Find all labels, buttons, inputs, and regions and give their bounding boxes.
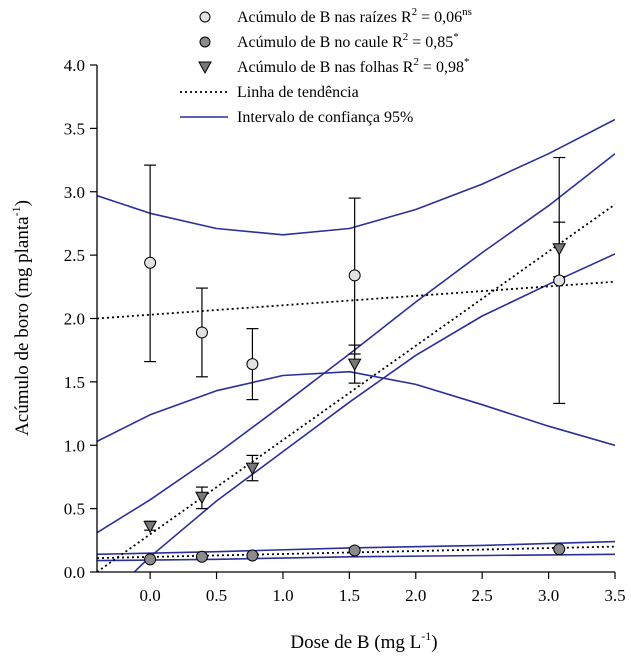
confidence-band-1 — [97, 370, 615, 447]
trend-line-0 — [97, 280, 615, 320]
legend-marker-1 — [199, 36, 211, 48]
data-point-s0-1 — [195, 326, 208, 339]
legend: Acúmulo de B nas raízes R2 = 0,06ns Acúmu… — [180, 6, 472, 126]
legend-label-1: Acúmulo de B no caule R2 = 0,85* — [237, 31, 459, 51]
data-point-s0-3 — [348, 269, 361, 282]
y-axis-title: Acúmulo de boro (mg planta-1) — [9, 200, 33, 436]
confidence-band-3 — [133, 253, 615, 572]
y-tick-label-0: 0.0 — [64, 563, 85, 582]
data-point-s0-0 — [144, 256, 157, 269]
confidence-band-5 — [97, 553, 615, 562]
y-tick-label-8: 4.0 — [64, 56, 85, 75]
data-point-s1-4 — [553, 543, 566, 556]
x-tick-label-6: 3.0 — [538, 586, 559, 605]
data-point-s1-2 — [246, 549, 259, 562]
data-point-s0-2 — [246, 358, 259, 371]
y-tick-label-4: 2.0 — [64, 310, 85, 329]
x-tick-label-7: 3.5 — [604, 586, 625, 605]
data-point-s1-0 — [144, 553, 157, 566]
axes: 0.0 0.5 1.0 1.5 2.0 2.5 3.0 3.5 4.0 0.0 0.5 1.0 1.5 2… — [64, 56, 626, 605]
x-tick-label-3: 1.5 — [339, 586, 360, 605]
data-point-s2-1 — [195, 491, 209, 505]
data-point-s2-3 — [347, 358, 362, 372]
data-point-s2-4 — [552, 243, 567, 256]
data-point-s0-4 — [553, 274, 566, 287]
data-markers — [143, 243, 567, 566]
x-tick-label-1: 0.5 — [206, 586, 227, 605]
confidence-band-0 — [97, 118, 615, 236]
legend-label-0: Acúmulo de B nas raízes R2 = 0,06ns — [237, 6, 472, 26]
legend-label-4: Intervalo de confiança 95% — [237, 109, 413, 126]
legend-marker-2 — [198, 61, 212, 75]
x-tick-label-5: 2.5 — [472, 586, 493, 605]
y-tick-label-5: 2.5 — [64, 246, 85, 265]
error-bars — [144, 156, 566, 531]
legend-label-3: Linha de tendência — [237, 84, 359, 101]
trend-line-2 — [97, 203, 615, 572]
data-point-s1-3 — [348, 544, 361, 557]
confidence-band-2 — [97, 153, 615, 534]
trend-line-1 — [97, 545, 615, 559]
legend-marker-0 — [199, 11, 211, 23]
x-tick-label-0: 0.0 — [140, 586, 161, 605]
data-point-s1-1 — [195, 550, 208, 563]
legend-label-2: Acúmulo de B nas folhas R2 = 0,98* — [237, 56, 469, 76]
y-tick-label-7: 3.5 — [64, 119, 85, 138]
data-point-s2-0 — [143, 520, 157, 534]
x-axis-title: Dose de B (mg L-1) — [290, 629, 437, 653]
trend-lines — [97, 203, 615, 572]
y-tick-label-6: 3.0 — [64, 183, 85, 202]
data-point-s2-2 — [245, 462, 260, 476]
y-tick-label-3: 1.5 — [64, 373, 85, 392]
x-tick-label-4: 2.0 — [405, 586, 426, 605]
y-tick-label-1: 0.5 — [64, 500, 85, 519]
y-tick-label-2: 1.0 — [64, 436, 85, 455]
x-tick-label-2: 1.0 — [272, 586, 293, 605]
